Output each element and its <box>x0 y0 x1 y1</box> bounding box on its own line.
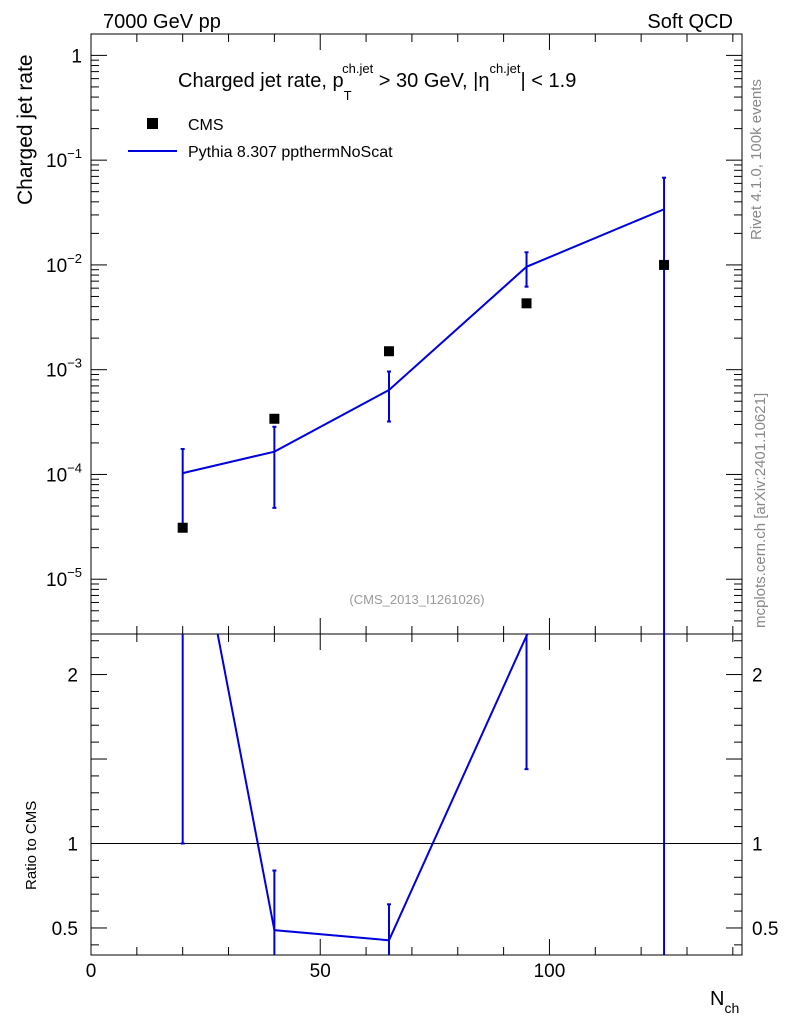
y-tick-base: 10 <box>46 361 67 382</box>
legend-cms-label: CMS <box>188 117 224 134</box>
ratio-tick-label: 2 <box>67 666 78 687</box>
ratio-tick-label-right: 2 <box>752 666 763 687</box>
ratio-frame <box>90 633 743 956</box>
y-tick-base: 1 <box>71 46 82 67</box>
y-tick-label: 10−2 <box>46 251 82 277</box>
cms-point <box>659 259 670 270</box>
main-panel-data <box>177 176 670 634</box>
y-tick-exponent: −4 <box>67 460 82 475</box>
mcplots-label: mcplots.cern.ch [arXiv:2401.10621] <box>752 393 769 628</box>
ratio-line <box>216 634 529 942</box>
y-tick-label: 10−4 <box>46 460 82 486</box>
y-tick-exponent: −5 <box>67 565 82 580</box>
cms-point <box>521 298 532 309</box>
legend-pythia-label: Pythia 8.307 ppthermNoScat <box>188 144 393 161</box>
y-tick-exponent: −2 <box>67 251 82 266</box>
y-tick-exponent: −1 <box>67 146 82 161</box>
y-tick-label: 10−5 <box>46 565 82 591</box>
y-tick-base: 10 <box>46 256 67 277</box>
ratio-tick-label-right: 0.5 <box>752 919 778 940</box>
y-tick-exponent: −3 <box>67 356 82 371</box>
process-label: Soft QCD <box>647 11 733 33</box>
ratio-tick-label: 0.5 <box>52 919 78 940</box>
analysis-tag: (CMS_2013_I1261026) <box>349 592 484 607</box>
y-axis-title: Charged jet rate <box>14 54 37 205</box>
ratio-panel-data <box>180 634 666 955</box>
pythia-line <box>182 208 665 475</box>
x-tick-label: 50 <box>310 961 331 982</box>
cms-point <box>383 346 394 357</box>
cms-point <box>269 413 280 424</box>
ratio-axis-title: Ratio to CMS <box>23 801 40 890</box>
ratio-tick-label-right: 1 <box>752 834 763 855</box>
y-tick-base: 10 <box>46 570 67 591</box>
y-tick-base: 10 <box>46 151 67 172</box>
y-tick-base: 10 <box>46 465 67 486</box>
legend-cms-marker <box>147 118 158 129</box>
x-axis-title: Nch <box>710 988 739 1016</box>
main-panel-axes: 110−110−210−310−410−5 <box>46 33 743 955</box>
y-tick-label: 10−3 <box>46 356 82 382</box>
plot-title: Charged jet rate, pTch.jet > 30 GeV, |ηc… <box>178 61 576 103</box>
y-tick-label: 10−1 <box>46 146 82 172</box>
cms-point <box>177 522 188 533</box>
ratio-panel-axes: 0 50 100 2 2 1 1 0.5 0.5 <box>52 34 778 982</box>
x-tick-label: 100 <box>534 961 566 982</box>
energy-label: 7000 GeV pp <box>103 11 221 33</box>
y-tick-label: 1 <box>71 46 82 67</box>
rivet-label: Rivet 4.1.0, 100k events <box>748 79 765 240</box>
ratio-tick-label: 1 <box>67 834 78 855</box>
x-tick-label: 0 <box>86 961 97 982</box>
